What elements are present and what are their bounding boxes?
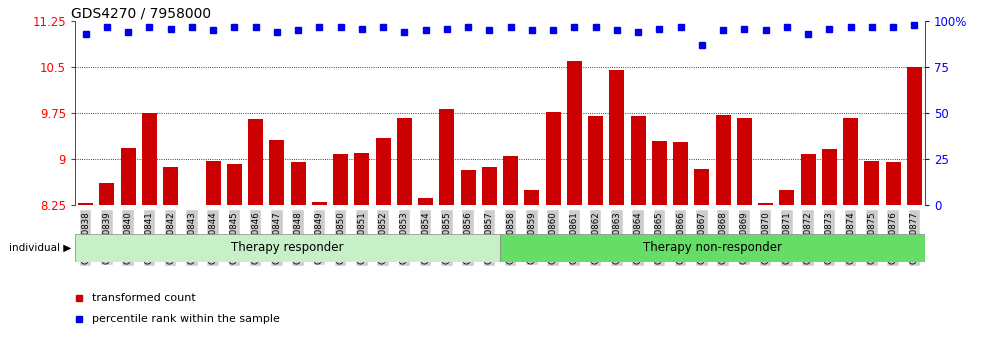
Bar: [673, 142, 688, 205]
Bar: [248, 119, 263, 205]
Bar: [312, 202, 327, 205]
Bar: [376, 138, 391, 205]
Bar: [163, 167, 178, 205]
Text: individual ▶: individual ▶: [9, 243, 71, 253]
Bar: [503, 156, 518, 205]
Bar: [121, 148, 136, 205]
Text: Therapy responder: Therapy responder: [231, 241, 344, 254]
Bar: [864, 161, 879, 205]
Bar: [609, 70, 624, 205]
Bar: [142, 113, 157, 205]
Bar: [737, 118, 752, 205]
Bar: [78, 204, 93, 205]
Bar: [652, 141, 667, 205]
Bar: [822, 149, 837, 205]
Text: GDS4270 / 7958000: GDS4270 / 7958000: [71, 6, 211, 20]
Bar: [291, 162, 306, 205]
Bar: [206, 161, 221, 205]
Bar: [907, 67, 922, 205]
Bar: [567, 61, 582, 205]
Bar: [588, 116, 603, 205]
Bar: [354, 153, 369, 205]
Text: percentile rank within the sample: percentile rank within the sample: [92, 314, 280, 325]
Bar: [99, 183, 114, 205]
Bar: [779, 190, 794, 205]
Bar: [716, 114, 731, 205]
Bar: [886, 162, 901, 205]
Bar: [269, 140, 284, 205]
Bar: [694, 169, 709, 205]
Bar: [333, 154, 348, 205]
Bar: [75, 234, 500, 262]
Bar: [461, 170, 476, 205]
Bar: [631, 116, 646, 205]
Text: Therapy non-responder: Therapy non-responder: [643, 241, 782, 254]
Bar: [418, 198, 433, 205]
Bar: [843, 118, 858, 205]
Bar: [397, 118, 412, 205]
Bar: [439, 109, 454, 205]
Bar: [758, 204, 773, 205]
Bar: [500, 234, 925, 262]
Bar: [227, 164, 242, 205]
Bar: [801, 154, 816, 205]
Bar: [482, 167, 497, 205]
Bar: [524, 190, 539, 205]
Text: transformed count: transformed count: [92, 293, 196, 303]
Bar: [546, 112, 561, 205]
